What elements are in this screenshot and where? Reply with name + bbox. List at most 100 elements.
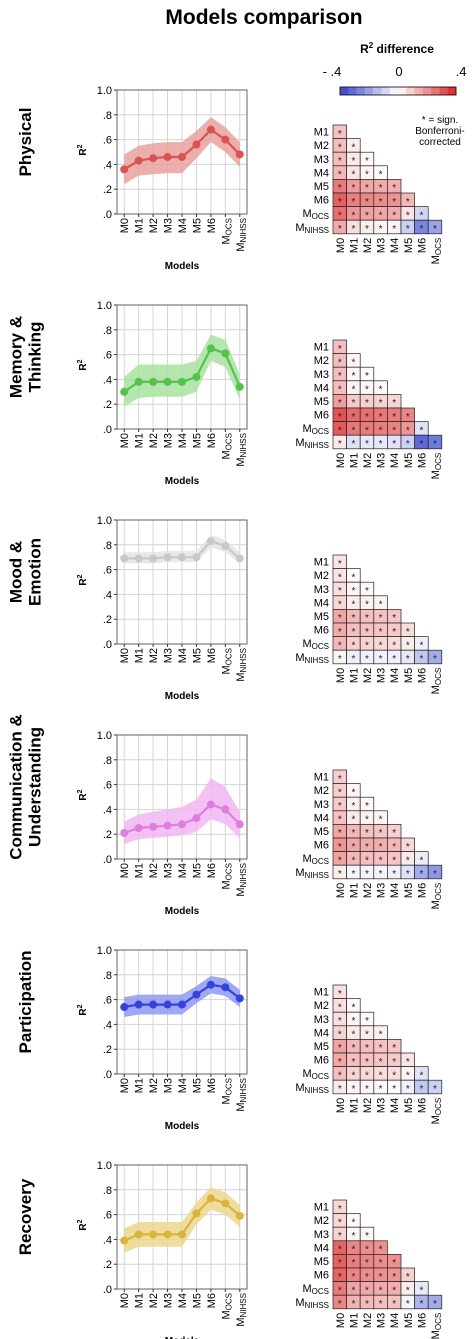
data-point [178, 820, 186, 829]
legend-note-line1: * = sign. [422, 115, 458, 126]
confidence-band [124, 334, 240, 407]
significance-marker: * [365, 1272, 369, 1283]
heatmap-row-label: MNIHSS [295, 867, 329, 880]
x-tick-label: M6 [206, 648, 218, 663]
x-axis-label: Models [165, 906, 200, 917]
significance-marker: * [351, 170, 355, 181]
legend-bar-border [339, 86, 457, 96]
significance-marker: * [351, 357, 355, 368]
significance-marker: * [338, 142, 342, 153]
significance-marker: * [419, 855, 423, 866]
panel-4: Participation R21.0.8.6.4.2.0M0 M1 M2 M3 M4 M5… [16, 945, 443, 1132]
significance-marker: * [379, 1057, 383, 1068]
x-tick-label: MOCS [220, 218, 233, 245]
significance-marker: * [338, 774, 342, 785]
significance-marker: * [351, 371, 355, 382]
significance-marker: * [365, 398, 369, 409]
x-tick-label: M3 [163, 1078, 175, 1093]
heatmap-col-label: M2 [362, 1313, 374, 1328]
y-tick-label: .2 [103, 184, 112, 196]
significance-marker: * [351, 1043, 355, 1054]
data-point [235, 994, 244, 1003]
significance-marker: * [392, 412, 396, 423]
data-point [192, 140, 201, 149]
significance-marker: * [419, 439, 423, 450]
heatmap-row-label: MNIHSS [295, 1297, 329, 1310]
data-point [134, 1230, 143, 1239]
significance-marker: * [406, 842, 410, 853]
significance-marker: * [365, 869, 369, 880]
heatmap-row-label: M6 [314, 195, 329, 207]
x-tick-label: MNIHSS [235, 1293, 248, 1327]
significance-marker: * [433, 1299, 437, 1310]
x-axis-label: Models [165, 476, 200, 487]
data-point [163, 1000, 172, 1009]
significance-marker: * [365, 371, 369, 382]
significance-marker: * [392, 1258, 396, 1269]
x-tick-label: M0 [119, 648, 131, 663]
significance-marker: * [338, 654, 342, 665]
heatmap-row-label: M1 [314, 557, 329, 569]
significance-marker: * [338, 371, 342, 382]
data-point [120, 165, 129, 174]
significance-marker: * [351, 425, 355, 436]
significance-marker: * [351, 142, 355, 153]
data-point [206, 344, 215, 353]
heatmap-row-label: M6 [314, 625, 329, 637]
significance-marker: * [338, 1016, 342, 1027]
significance-marker: * [406, 627, 410, 638]
significance-marker: * [338, 439, 342, 450]
significance-marker: * [351, 855, 355, 866]
y-tick-label: .8 [103, 540, 112, 552]
heatmap-row-label: MOCS [302, 1068, 329, 1081]
panel-2: Mood & Emotion R21.0.8.6.4.2.0M0 M1 M2 M3 M4 M5… [7, 515, 444, 702]
legend-note-line2: Bonferroni- [415, 126, 464, 137]
x-tick-label: M1 [134, 863, 146, 878]
heatmap-col-label: M3 [376, 1313, 388, 1328]
significance-marker: * [338, 787, 342, 798]
data-point [149, 554, 158, 563]
significance-marker: * [406, 1285, 410, 1296]
heatmap-col-label: M4 [389, 453, 401, 468]
significance-marker: * [365, 156, 369, 167]
significance-marker: * [338, 1070, 342, 1081]
significance-marker: * [338, 855, 342, 866]
significance-marker: * [433, 224, 437, 235]
data-point [134, 824, 143, 832]
x-axis-label: Models [165, 261, 200, 272]
heatmap-col-label: M1 [348, 453, 360, 468]
heatmap-row-label: MOCS [302, 1283, 329, 1296]
significance-marker: * [379, 385, 383, 396]
heatmap-row-label: M1 [314, 987, 329, 999]
significance-marker: * [338, 1217, 342, 1228]
significance-marker: * [392, 398, 396, 409]
significance-marker: * [338, 183, 342, 194]
significance-marker: * [351, 613, 355, 624]
significance-marker: * [351, 1245, 355, 1256]
significance-marker: * [351, 1231, 355, 1242]
x-tick-label: M4 [177, 648, 189, 663]
heatmap-row-label: MOCS [302, 853, 329, 866]
significance-marker: * [338, 600, 342, 611]
heatmap-row-label: M2 [314, 785, 329, 797]
x-tick-label: M5 [191, 648, 203, 663]
x-tick-label: M2 [148, 648, 160, 663]
significance-marker: * [392, 855, 396, 866]
significance-marker: * [338, 627, 342, 638]
significance-marker: * [379, 1084, 383, 1095]
y-tick-label: .0 [103, 1069, 112, 1081]
significance-marker: * [365, 439, 369, 450]
x-tick-label: M5 [191, 218, 203, 233]
heatmap-col-label: M5 [403, 238, 415, 253]
significance-marker: * [365, 385, 369, 396]
heatmap-row-label: M5 [314, 611, 329, 623]
y-tick-label: .2 [103, 829, 112, 841]
legend-color-swatch [398, 87, 407, 95]
heatmap-col-label: M2 [362, 668, 374, 683]
y-tick-label: .8 [103, 755, 112, 767]
y-axis-label: R2 [77, 1004, 89, 1015]
y-tick-label: 1.0 [97, 1160, 112, 1172]
y-tick-label: .4 [103, 1019, 112, 1031]
significance-marker: * [379, 869, 383, 880]
significance-marker: * [406, 654, 410, 665]
